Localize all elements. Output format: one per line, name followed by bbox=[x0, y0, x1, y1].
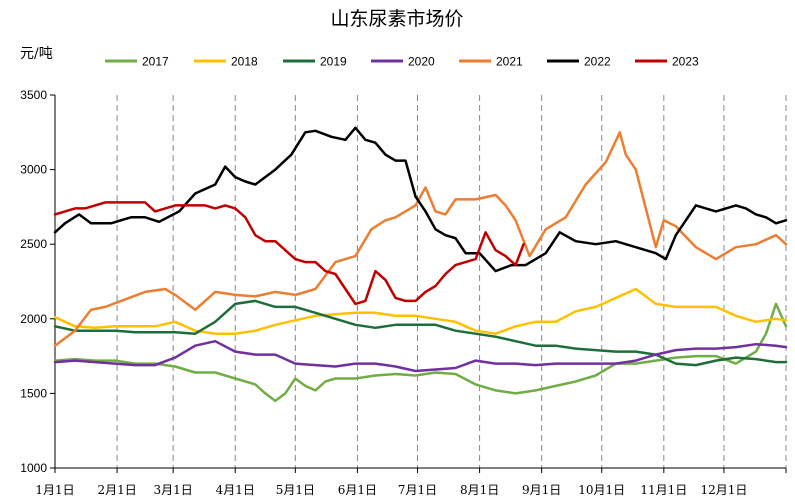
x-tick-label: 11月1日 bbox=[640, 483, 687, 497]
grid bbox=[116, 95, 787, 468]
legend-label-2019: 2019 bbox=[320, 55, 347, 69]
y-tick-label: 1000 bbox=[20, 461, 47, 475]
axes: 1000 1500 2000 2500 3000 3500 1月1日 2月1日 3月1日 4月1日… bbox=[20, 88, 787, 497]
series-line-2021 bbox=[53, 131, 788, 347]
legend-label-2021: 2021 bbox=[496, 55, 523, 69]
x-tick-label: 7月1日 bbox=[398, 483, 437, 497]
legend-label-2020: 2020 bbox=[408, 55, 435, 69]
y-tick-label: 2000 bbox=[20, 312, 47, 326]
x-tick-label: 4月1日 bbox=[216, 483, 255, 497]
x-tick-label: 3月1日 bbox=[154, 483, 193, 497]
x-tick-label: 8月1日 bbox=[460, 483, 499, 497]
series-line-2023 bbox=[53, 201, 525, 306]
y-tick-label: 1500 bbox=[20, 386, 47, 400]
series-line-2018 bbox=[53, 287, 788, 335]
y-tick-label: 3500 bbox=[20, 88, 47, 102]
y-axis-unit-label: 元/吨 bbox=[20, 46, 53, 62]
legend-label-2017: 2017 bbox=[142, 55, 169, 69]
x-tick-label: 12月1日 bbox=[700, 483, 747, 497]
series-line-2019 bbox=[53, 299, 788, 367]
series-line-2017 bbox=[53, 302, 788, 403]
x-tick-label: 5月1日 bbox=[276, 483, 315, 497]
legend-label-2018: 2018 bbox=[231, 55, 258, 69]
x-tick-label: 6月1日 bbox=[338, 483, 377, 497]
chart-title: 山东尿素市场价 bbox=[330, 8, 463, 30]
x-tick-label: 2月1日 bbox=[97, 483, 136, 497]
x-tick-label: 1月1日 bbox=[35, 483, 74, 497]
x-tick-label: 9月1日 bbox=[522, 483, 561, 497]
y-tick-label: 2500 bbox=[20, 237, 47, 251]
legend-label-2023: 2023 bbox=[672, 55, 699, 69]
series-line-2022 bbox=[53, 126, 788, 273]
y-tick-label: 3000 bbox=[20, 163, 47, 177]
legend: 2017 2018 2019 2020 2021 2022 2023 bbox=[105, 55, 699, 69]
series-line-2020 bbox=[53, 339, 788, 373]
series-group bbox=[53, 126, 788, 403]
legend-label-2022: 2022 bbox=[584, 55, 611, 69]
x-tick-label: 10月1日 bbox=[578, 483, 625, 497]
